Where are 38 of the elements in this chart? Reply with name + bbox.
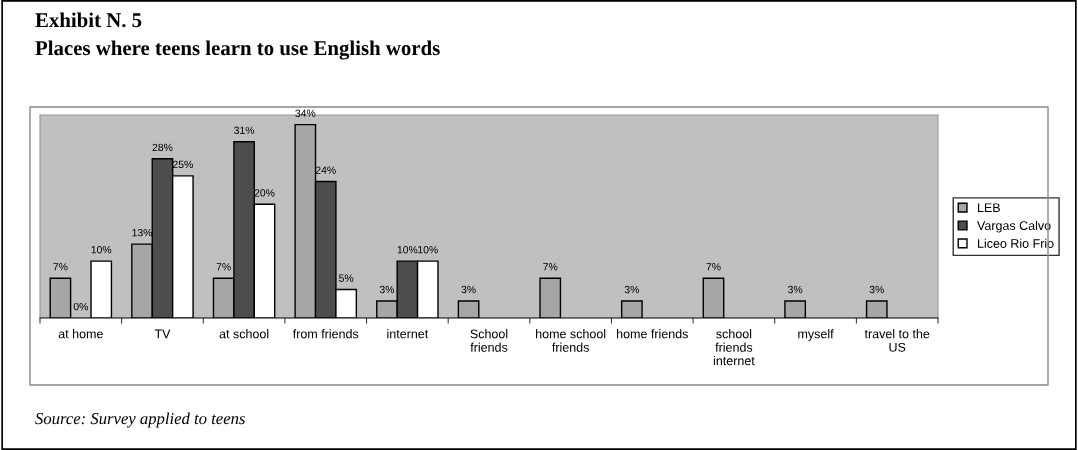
data-label: 34% [295,109,316,117]
legend-label: Liceo Rio Frio [978,238,1054,248]
legend-label: Vargas Calvo [977,220,1051,233]
data-label: 0% [73,302,88,311]
x-tick-label: TV [154,329,171,339]
data-label: 31% [234,126,255,134]
x-tick-label: myself [798,329,834,341]
x-tick-label: at school [219,329,269,339]
data-label: 10% [418,246,438,254]
x-tick-label: travel to the US [864,329,930,352]
data-label: 5% [339,274,354,282]
data-label: 28% [152,143,173,152]
data-label: 7% [543,263,558,271]
data-label: 10% [91,246,112,254]
x-tick-label: internet [387,329,429,339]
data-label: 7% [216,263,231,271]
data-label: 10% [397,246,418,254]
legend-label: LEB [978,203,1000,212]
data-label: 20% [254,189,275,197]
data-label: 13% [132,228,153,237]
data-label: 7% [53,263,68,271]
data-label: 7% [706,263,721,271]
chart-title: Exhibit N. 5 [35,12,142,28]
x-tick-label: home school friends [536,329,606,352]
x-tick-label: at home [58,329,103,339]
data-label: 3% [869,285,884,294]
data-label: 3% [788,285,803,294]
data-label: 25% [172,160,193,169]
data-label: 3% [624,285,640,294]
chart-subtitle: Places where teens learn to use English words [35,40,440,60]
data-label: 3% [379,285,395,294]
data-label: 24% [315,166,336,174]
x-tick-label: home friends [617,329,688,339]
data-label: 3% [461,285,476,294]
x-tick-label: from friends [292,329,359,339]
x-tick-label: school friends internet [713,329,755,366]
x-tick-label: School friends [470,329,508,352]
source-note: Source: Survey applied to teens [35,412,245,428]
